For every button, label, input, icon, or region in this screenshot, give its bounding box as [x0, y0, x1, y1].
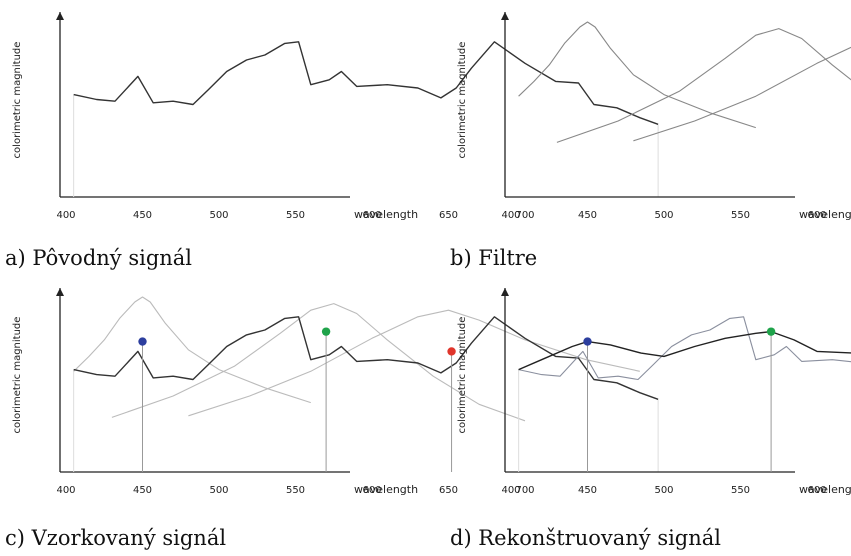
x-tick-label: 450 — [578, 210, 597, 221]
panel-caption: c) Vzorkovaný signál — [5, 526, 226, 550]
sample-point — [321, 327, 331, 336]
y-axis-arrow-icon — [501, 12, 509, 20]
x-tick-label: 650 — [439, 485, 458, 496]
series-line-filter-medium — [111, 303, 526, 422]
y-axis-label: colorimetric magnitude — [457, 42, 468, 159]
chart-panel-d: colorimetric magnitude400450500550600650… — [450, 288, 851, 550]
x-tick-label: 500 — [209, 485, 228, 496]
x-tick-label: 550 — [731, 485, 750, 496]
x-tick-label: 650 — [439, 210, 458, 221]
series-line-signal — [73, 41, 659, 125]
series-line-filter-medium — [556, 28, 851, 143]
panel-caption: d) Rekonštruovaný signál — [450, 526, 721, 550]
x-tick-label: 400 — [501, 485, 520, 496]
x-tick-label: 400 — [56, 210, 75, 221]
x-tick-label: 450 — [133, 210, 152, 221]
x-tick-label: 700 — [515, 485, 534, 496]
x-axis-label: wavelength — [799, 208, 851, 221]
chart-panel-c: colorimetric magnitude 400 450 500 550 600 650… — [5, 288, 659, 550]
y-axis-label: colorimetric magnitude — [12, 42, 23, 159]
x-tick-label: 600 — [807, 485, 826, 496]
x-tick-label: 600 — [362, 485, 381, 496]
x-tick-label: 450 — [578, 485, 597, 496]
series-line-signal — [73, 316, 659, 400]
y-axis-label: colorimetric magnitude — [457, 317, 468, 434]
x-tick-label: 550 — [286, 210, 305, 221]
sample-point — [447, 347, 456, 356]
x-tick-label: 450 — [133, 485, 152, 496]
sample-point — [766, 327, 776, 336]
series-line-original — [518, 316, 851, 381]
x-axis-label: wavelength — [799, 483, 851, 496]
chart-panel-a: colorimetric magnitude 400 450 500 550 600 650… — [5, 12, 659, 270]
x-tick-label: 600 — [362, 210, 381, 221]
chart-panel-b: colorimetric magnitude400450500550600650… — [450, 12, 851, 270]
series-line-filter-short — [73, 296, 311, 404]
y-axis-arrow-icon — [501, 288, 509, 296]
series-line-filter-short — [518, 21, 756, 129]
y-axis-label: colorimetric magnitude — [12, 317, 23, 434]
x-tick-label: 400 — [56, 485, 75, 496]
x-tick-label: 550 — [731, 210, 750, 221]
series-line-filter-long — [188, 309, 640, 417]
x-tick-label: 500 — [654, 210, 673, 221]
panel-caption: b) Filtre — [450, 246, 537, 270]
y-axis-arrow-icon — [56, 12, 64, 20]
x-tick-label: 550 — [286, 485, 305, 496]
y-axis-arrow-icon — [56, 288, 64, 296]
sample-point — [138, 337, 147, 346]
x-tick-label: 500 — [654, 485, 673, 496]
series-line-filter-long — [633, 46, 851, 142]
x-tick-label: 500 — [209, 210, 228, 221]
x-tick-label: 700 — [515, 210, 534, 221]
x-axis-label: wavelength — [354, 208, 418, 221]
x-tick-label: 600 — [807, 210, 826, 221]
panel-caption: a) Pôvodný signál — [5, 246, 192, 270]
x-axis-label: wavelength — [354, 483, 418, 496]
x-tick-label: 400 — [501, 210, 520, 221]
sample-point — [583, 337, 592, 346]
